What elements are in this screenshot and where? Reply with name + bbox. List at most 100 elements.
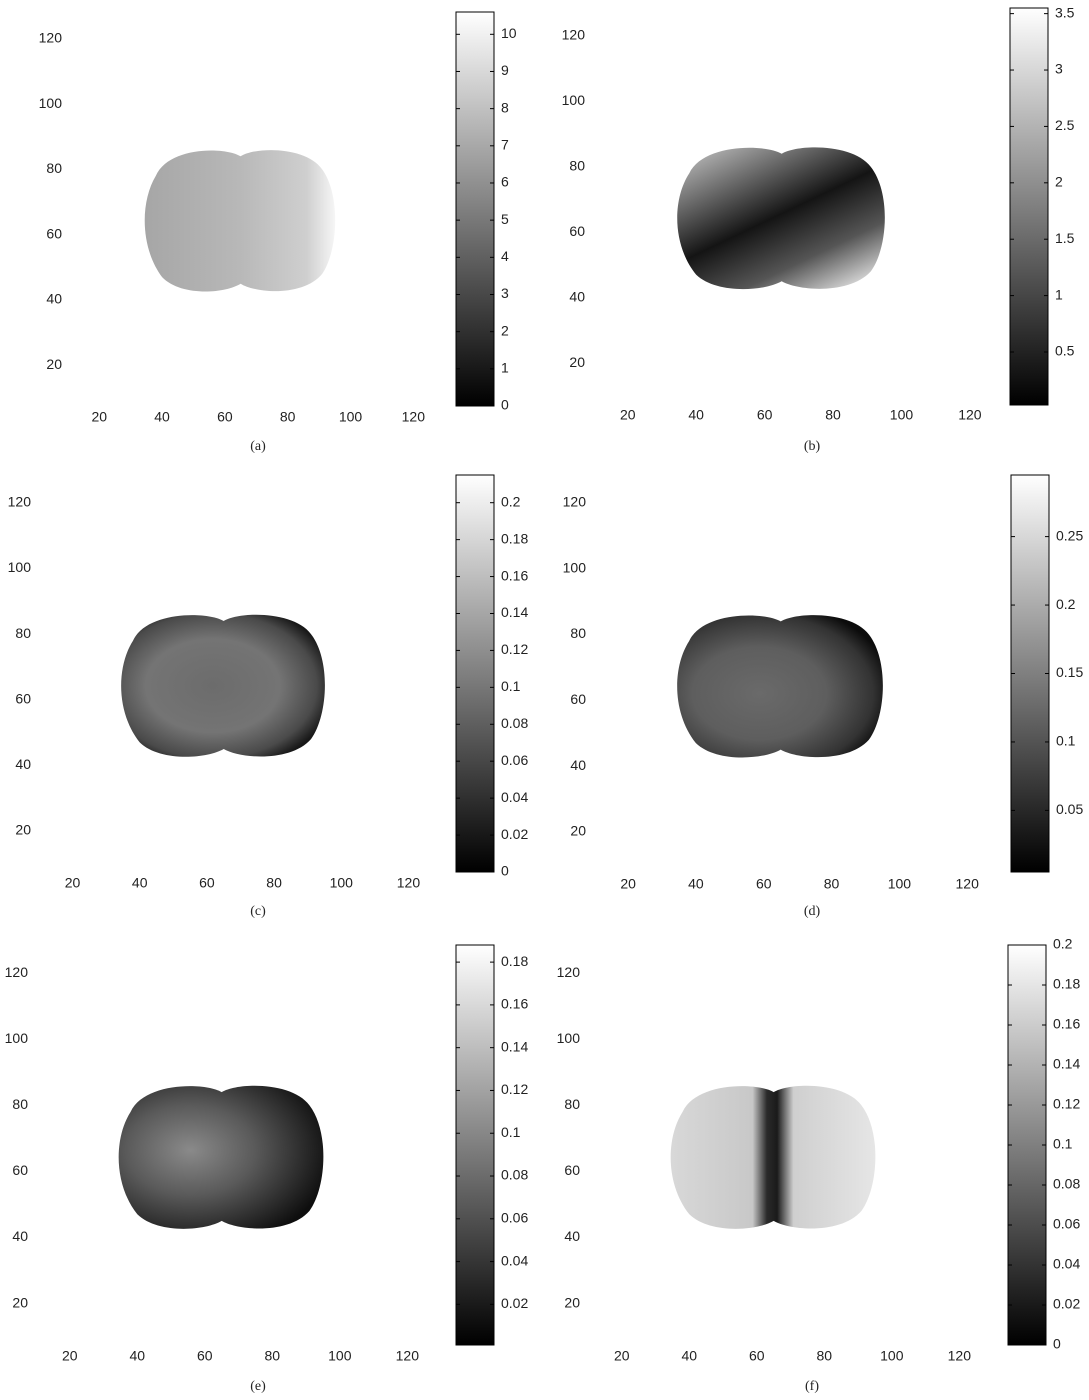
y-tick-label: 80 — [564, 1096, 580, 1112]
y-tick-label: 80 — [569, 157, 585, 173]
x-tick-label: 20 — [620, 876, 636, 892]
heatmap-image — [677, 615, 883, 757]
colorbar-tick-label: 0.02 — [501, 826, 528, 842]
x-tick-label: 80 — [825, 407, 841, 423]
y-tick-label: 60 — [12, 1162, 28, 1178]
caption: (c) — [250, 904, 266, 919]
colorbar-tick-label: 0.06 — [501, 1209, 528, 1225]
x-tick-label: 20 — [62, 1348, 78, 1364]
colorbar-tick-label: 0.1 — [1053, 1136, 1073, 1152]
colorbar-tick-label: 3.5 — [1055, 4, 1075, 20]
colorbar — [456, 12, 494, 406]
y-tick-label: 20 — [570, 823, 586, 839]
colorbar-tick-label: 0.5 — [1055, 343, 1075, 359]
x-tick-label: 20 — [91, 409, 107, 425]
colorbar-tick-label: 0.04 — [501, 1252, 528, 1268]
colorbar-tick-label: 1 — [1055, 286, 1063, 302]
colorbar-tick-label: 1.5 — [1055, 230, 1075, 246]
heatmap-image — [145, 150, 335, 291]
caption: (e) — [250, 1379, 266, 1394]
colorbar-tick-label: 0.2 — [1053, 936, 1073, 952]
colorbar-tick-label: 0.02 — [501, 1295, 528, 1311]
heatmap-image — [671, 1086, 876, 1229]
x-tick-label: 40 — [688, 407, 704, 423]
colorbar-tick-label: 0.1 — [501, 1124, 521, 1140]
y-tick-label: 100 — [8, 559, 32, 575]
colorbar-tick-label: 0.2 — [1056, 596, 1076, 612]
colorbar-tick-label: 0.25 — [1056, 527, 1083, 543]
x-tick-label: 60 — [199, 875, 215, 891]
colorbar-tick-label: 2 — [1055, 174, 1063, 190]
colorbar — [1010, 8, 1048, 405]
x-tick-label: 40 — [154, 409, 170, 425]
y-tick-label: 80 — [46, 160, 62, 176]
colorbar-tick-label: 4 — [501, 248, 509, 264]
colorbar — [456, 475, 494, 872]
colorbar — [1008, 945, 1046, 1345]
colorbar-tick-label: 0.06 — [501, 752, 528, 768]
y-tick-label: 60 — [570, 691, 586, 707]
y-tick-label: 100 — [39, 95, 63, 111]
colorbar-tick-label: 0.14 — [501, 604, 528, 620]
x-tick-label: 20 — [65, 875, 81, 891]
caption: (f) — [805, 1379, 819, 1394]
x-tick-label: 60 — [197, 1348, 213, 1364]
x-tick-label: 80 — [817, 1348, 833, 1364]
y-tick-label: 60 — [15, 690, 31, 706]
heatmap-image — [121, 615, 325, 757]
colorbar-tick-label: 0.12 — [1053, 1096, 1080, 1112]
heatmap-image — [677, 147, 885, 289]
x-tick-label: 20 — [620, 407, 636, 423]
x-tick-label: 40 — [682, 1348, 698, 1364]
heatmap-image — [119, 1086, 324, 1229]
colorbar-tick-label: 0.2 — [501, 493, 521, 509]
colorbar-tick-label: 1 — [501, 360, 509, 376]
y-tick-label: 60 — [564, 1162, 580, 1178]
colorbar-tick-label: 0.06 — [1053, 1216, 1080, 1232]
x-tick-label: 80 — [824, 876, 840, 892]
x-tick-label: 60 — [217, 409, 233, 425]
colorbar — [1011, 475, 1049, 872]
x-tick-label: 80 — [266, 875, 282, 891]
colorbar-tick-label: 0.08 — [501, 1167, 528, 1183]
x-tick-label: 120 — [402, 409, 426, 425]
y-tick-label: 120 — [562, 27, 586, 43]
x-tick-label: 120 — [958, 407, 982, 423]
x-tick-label: 120 — [396, 1348, 420, 1364]
y-tick-label: 100 — [5, 1030, 29, 1046]
colorbar-tick-label: 0.04 — [501, 789, 528, 805]
caption: (a) — [250, 439, 266, 454]
y-tick-label: 20 — [15, 822, 31, 838]
x-tick-label: 100 — [888, 876, 912, 892]
colorbar-tick-label: 0.12 — [501, 641, 528, 657]
x-tick-label: 100 — [880, 1348, 904, 1364]
y-tick-label: 20 — [569, 354, 585, 370]
x-tick-label: 40 — [130, 1348, 146, 1364]
x-tick-label: 100 — [328, 1348, 352, 1364]
colorbar-tick-label: 0 — [501, 397, 509, 413]
y-tick-label: 60 — [46, 225, 62, 241]
colorbar-tick-label: 0.16 — [501, 996, 528, 1012]
x-tick-label: 100 — [330, 875, 354, 891]
x-tick-label: 100 — [339, 409, 363, 425]
y-tick-label: 40 — [570, 757, 586, 773]
y-tick-label: 20 — [564, 1294, 580, 1310]
y-tick-label: 60 — [569, 223, 585, 239]
figure: 2040608010012020406080100120012345678910… — [0, 0, 1089, 1400]
colorbar-tick-label: 0.12 — [501, 1081, 528, 1097]
caption: (d) — [804, 904, 821, 919]
y-tick-label: 40 — [564, 1228, 580, 1244]
colorbar-tick-label: 0.05 — [1056, 801, 1083, 817]
colorbar-tick-label: 3 — [501, 285, 509, 301]
y-tick-label: 100 — [557, 1030, 581, 1046]
x-tick-label: 120 — [948, 1348, 972, 1364]
colorbar-tick-label: 5 — [501, 211, 509, 227]
colorbar — [456, 945, 494, 1345]
y-tick-label: 20 — [46, 356, 62, 372]
colorbar-tick-label: 2.5 — [1055, 117, 1075, 133]
